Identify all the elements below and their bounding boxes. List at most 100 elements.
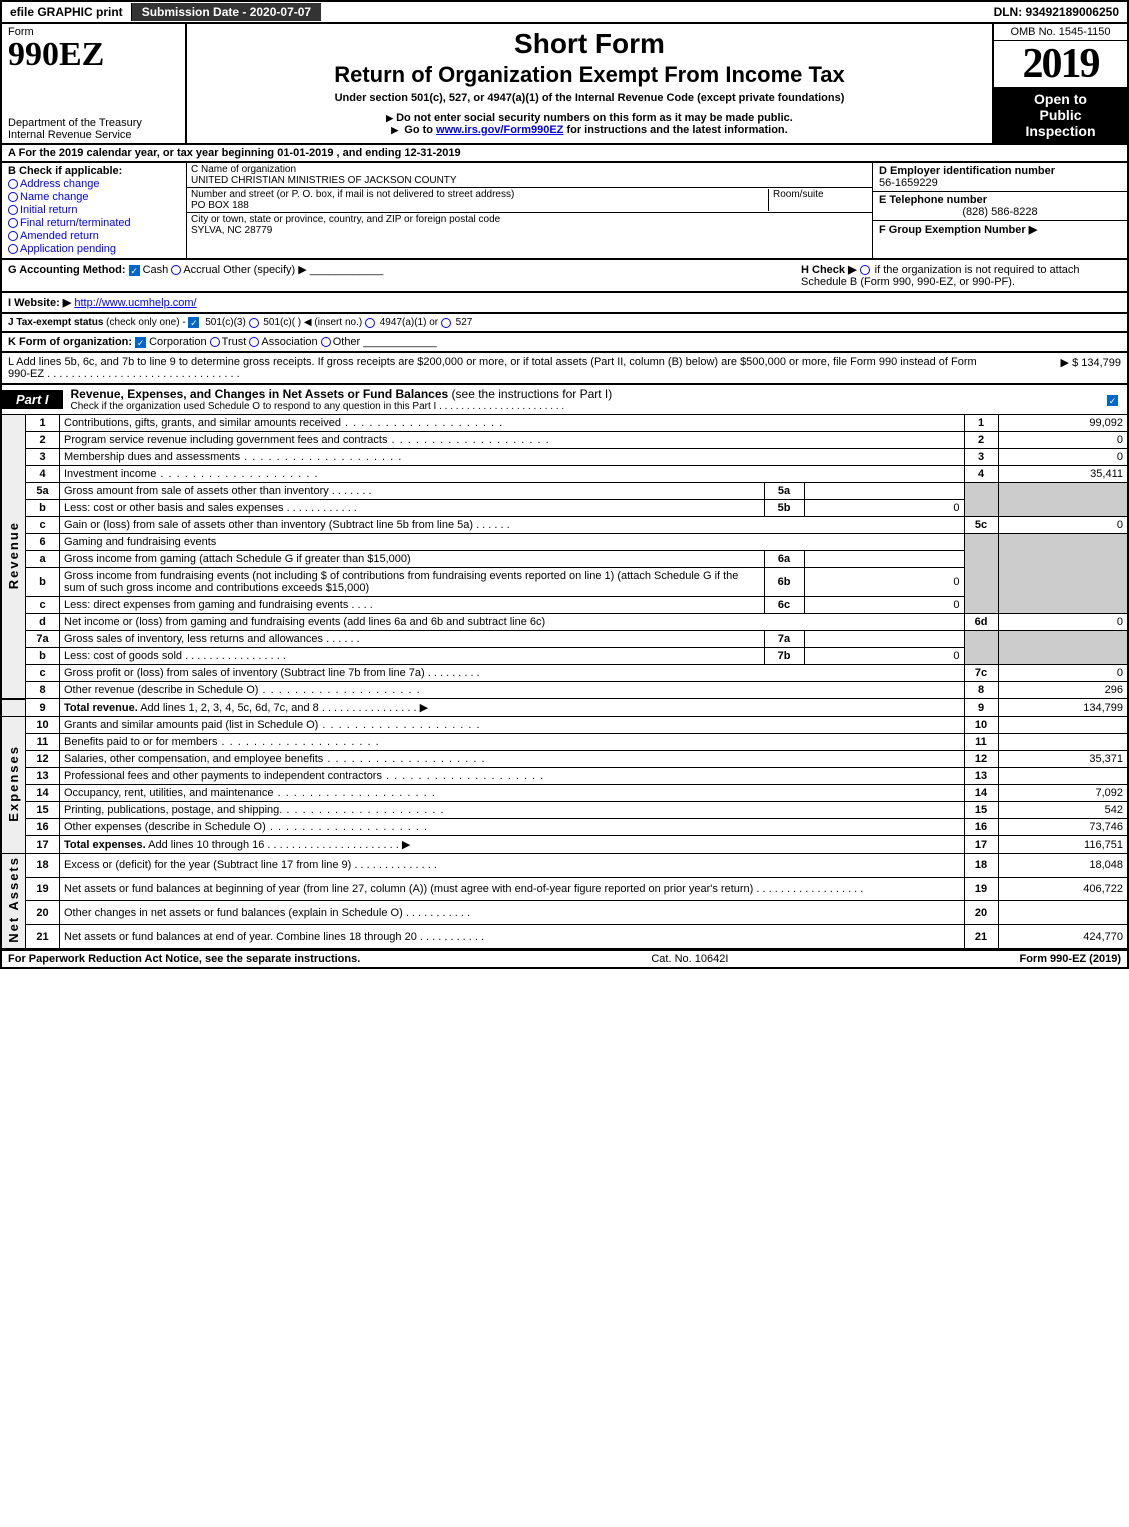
- line-8-rnum: 8: [964, 682, 998, 699]
- line-2-desc: Program service revenue including govern…: [60, 432, 965, 449]
- line-7c-rnum: 7c: [964, 665, 998, 682]
- line-9-val: 134,799: [998, 699, 1128, 717]
- irs-form-link[interactable]: www.irs.gov/Form990EZ: [436, 124, 563, 136]
- check-corporation[interactable]: Corporation: [135, 336, 206, 348]
- line-8-desc: Other revenue (describe in Schedule O): [60, 682, 965, 699]
- line-5c-desc: Gain or (loss) from sale of assets other…: [60, 517, 965, 534]
- street-label: Number and street (or P. O. box, if mail…: [191, 189, 514, 200]
- netassets-section-label: Net Assets: [1, 854, 26, 949]
- line-7b-subval: 0: [804, 648, 964, 665]
- line-14-desc: Occupancy, rent, utilities, and maintena…: [60, 785, 965, 802]
- header-center-col: Short Form Return of Organization Exempt…: [187, 24, 992, 143]
- schedule-o-checkbox[interactable]: [1107, 393, 1127, 407]
- line-20-rnum: 20: [964, 901, 998, 925]
- h-check-label: H Check ▶: [801, 264, 857, 276]
- check-501c3[interactable]: [188, 317, 199, 328]
- tax-year: 2019: [994, 41, 1127, 87]
- open-line1: Open to: [996, 91, 1125, 107]
- line-7b-num: b: [26, 648, 60, 665]
- line-5b-num: b: [26, 500, 60, 517]
- line-14-rnum: 14: [964, 785, 998, 802]
- line-15-val: 542: [998, 802, 1128, 819]
- line-5b-desc: Less: cost or other basis and sales expe…: [60, 500, 765, 517]
- org-name-label: C Name of organization: [191, 164, 296, 175]
- line-2-val: 0: [998, 432, 1128, 449]
- dln-label: DLN: 93492189006250: [986, 3, 1127, 21]
- line-13-val: [998, 768, 1128, 785]
- phone-cell: E Telephone number (828) 586-8228: [873, 192, 1127, 221]
- check-4947[interactable]: [365, 318, 375, 328]
- header-right-col: OMB No. 1545-1150 2019 Open to Public In…: [992, 24, 1127, 143]
- part1-table: Revenue 1 Contributions, gifts, grants, …: [0, 414, 1129, 949]
- part1-header: Part I Revenue, Expenses, and Changes in…: [0, 383, 1129, 414]
- check-initial-return[interactable]: Initial return: [8, 204, 180, 216]
- line-13-num: 13: [26, 768, 60, 785]
- line-5a-subval: [804, 483, 964, 500]
- website-link[interactable]: http://www.ucmhelp.com/: [74, 297, 196, 309]
- check-trust[interactable]: Trust: [210, 336, 247, 348]
- line-11-val: [998, 734, 1128, 751]
- line-9-rnum: 9: [964, 699, 998, 717]
- line-1-num: 1: [26, 415, 60, 432]
- footer-left: For Paperwork Reduction Act Notice, see …: [8, 953, 360, 965]
- check-application-pending[interactable]: Application pending: [8, 243, 180, 255]
- line-15-rnum: 15: [964, 802, 998, 819]
- line-6a-desc: Gross income from gaming (attach Schedul…: [60, 551, 765, 568]
- grey-5: [964, 483, 998, 517]
- line-5a-num: 5a: [26, 483, 60, 500]
- revenue-section-label: Revenue: [1, 415, 26, 699]
- check-association[interactable]: Association: [249, 336, 317, 348]
- irs-label: Internal Revenue Service: [8, 129, 179, 141]
- line-12-desc: Salaries, other compensation, and employ…: [60, 751, 965, 768]
- line-3-rnum: 3: [964, 449, 998, 466]
- check-amended-return[interactable]: Amended return: [8, 230, 180, 242]
- row-i: I Website: ▶ http://www.ucmhelp.com/: [0, 291, 1129, 312]
- line-4-num: 4: [26, 466, 60, 483]
- website-label: I Website: ▶: [8, 297, 71, 309]
- line-6b-desc: Gross income from fundraising events (no…: [60, 568, 765, 597]
- check-name-change[interactable]: Name change: [8, 191, 180, 203]
- line-6a-num: a: [26, 551, 60, 568]
- link-pre: Go to: [404, 124, 436, 136]
- line-7a-subval: [804, 631, 964, 648]
- form-number: 990EZ: [8, 38, 179, 72]
- line-15-num: 15: [26, 802, 60, 819]
- grey-6v: [998, 534, 1128, 614]
- part1-tab: Part I: [2, 390, 63, 409]
- line-6d-val: 0: [998, 614, 1128, 631]
- line-4-rnum: 4: [964, 466, 998, 483]
- line-8-val: 296: [998, 682, 1128, 699]
- link-post: for instructions and the latest informat…: [563, 124, 787, 136]
- line-7c-desc: Gross profit or (loss) from sales of inv…: [60, 665, 965, 682]
- accounting-method-label: G Accounting Method:: [8, 264, 126, 276]
- efile-print-button[interactable]: efile GRAPHIC print: [2, 3, 132, 21]
- check-address-change[interactable]: Address change: [8, 178, 180, 190]
- line-4-val: 35,411: [998, 466, 1128, 483]
- accounting-other[interactable]: Other (specify) ▶: [223, 264, 307, 276]
- line-6c-subnum: 6c: [764, 597, 804, 614]
- line-6-desc: Gaming and fundraising events: [60, 534, 965, 551]
- h-checkbox[interactable]: [860, 265, 870, 275]
- line-5a-subnum: 5a: [764, 483, 804, 500]
- check-accrual[interactable]: Accrual: [171, 264, 220, 276]
- line-21-desc: Net assets or fund balances at end of ye…: [60, 925, 965, 949]
- box-b: B Check if applicable: Address change Na…: [2, 163, 187, 258]
- ein-cell: D Employer identification number 56-1659…: [873, 163, 1127, 192]
- phone-label: E Telephone number: [879, 194, 987, 206]
- check-527[interactable]: [441, 318, 451, 328]
- line-5c-val: 0: [998, 517, 1128, 534]
- line-12-val: 35,371: [998, 751, 1128, 768]
- check-other-org[interactable]: Other: [321, 336, 361, 348]
- line-7c-num: c: [26, 665, 60, 682]
- line-17-desc: Total expenses. Add lines 10 through 16 …: [60, 836, 965, 854]
- check-501c[interactable]: [249, 318, 259, 328]
- line-11-desc: Benefits paid to or for members: [60, 734, 965, 751]
- check-final-return[interactable]: Final return/terminated: [8, 217, 180, 229]
- box-def: D Employer identification number 56-1659…: [872, 163, 1127, 258]
- revenue-end: [1, 699, 26, 717]
- row-l-value: ▶ $ 134,799: [1001, 356, 1121, 380]
- check-cash[interactable]: Cash: [129, 264, 169, 276]
- line-19-val: 406,722: [998, 877, 1128, 901]
- line-14-num: 14: [26, 785, 60, 802]
- short-form-title: Short Form: [197, 28, 982, 60]
